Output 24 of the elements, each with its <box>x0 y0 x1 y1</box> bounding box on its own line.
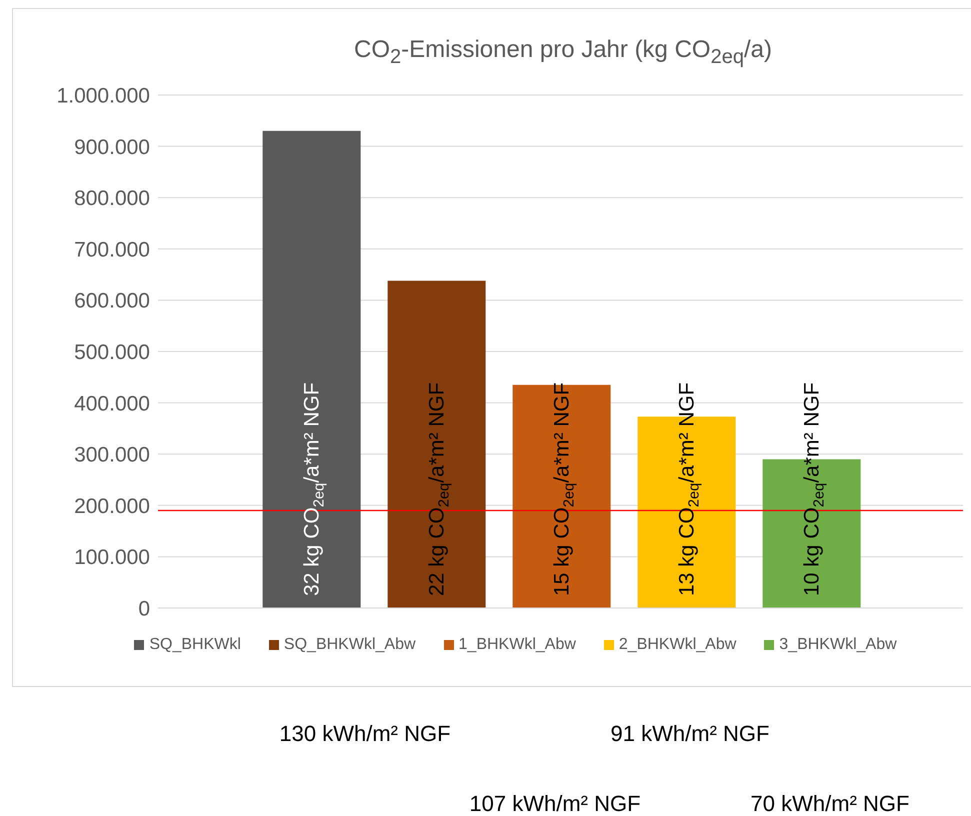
y-tick-label: 600.000 <box>74 290 150 313</box>
y-tick-label: 400.000 <box>74 392 150 416</box>
bar <box>512 384 611 608</box>
text: 70 kWh/m² NGF <box>750 791 910 816</box>
y-tick-label: 700.000 <box>74 238 150 262</box>
text: 130 kWh/m² NGF <box>278 721 452 747</box>
legend-label: 3_BHKWkl_Abw <box>778 636 897 654</box>
y-tick-label: 1.000.000 <box>56 84 150 108</box>
legend-label: SQ_BHKWkl <box>148 636 241 654</box>
y-tick-label: 900.000 <box>74 136 150 159</box>
legend-label: SQ_BHKWkl_Abw <box>282 636 416 654</box>
text: 107 kWh/m² NGF <box>468 791 642 816</box>
text: 91 kWh/m² NGF <box>610 721 770 747</box>
y-tick-label: 100.000 <box>74 546 150 570</box>
bar <box>262 130 361 608</box>
y-tick-label: 800.000 <box>74 187 150 210</box>
y-tick-label: 300.000 <box>74 444 150 467</box>
chart-title: CO$_{2}$-Emissionen pro Jahr (kg CO$_{2eq}$/a) <box>353 36 773 69</box>
bar <box>388 280 486 608</box>
y-tick-label: 0 <box>138 597 150 620</box>
y-tick-label: 200.000 <box>74 494 150 518</box>
legend-label: 1_BHKWkl_Abw <box>458 636 576 654</box>
legend-label: 2_BHKWkl_Abw <box>618 636 736 654</box>
y-tick-label: 500.000 <box>74 340 150 364</box>
